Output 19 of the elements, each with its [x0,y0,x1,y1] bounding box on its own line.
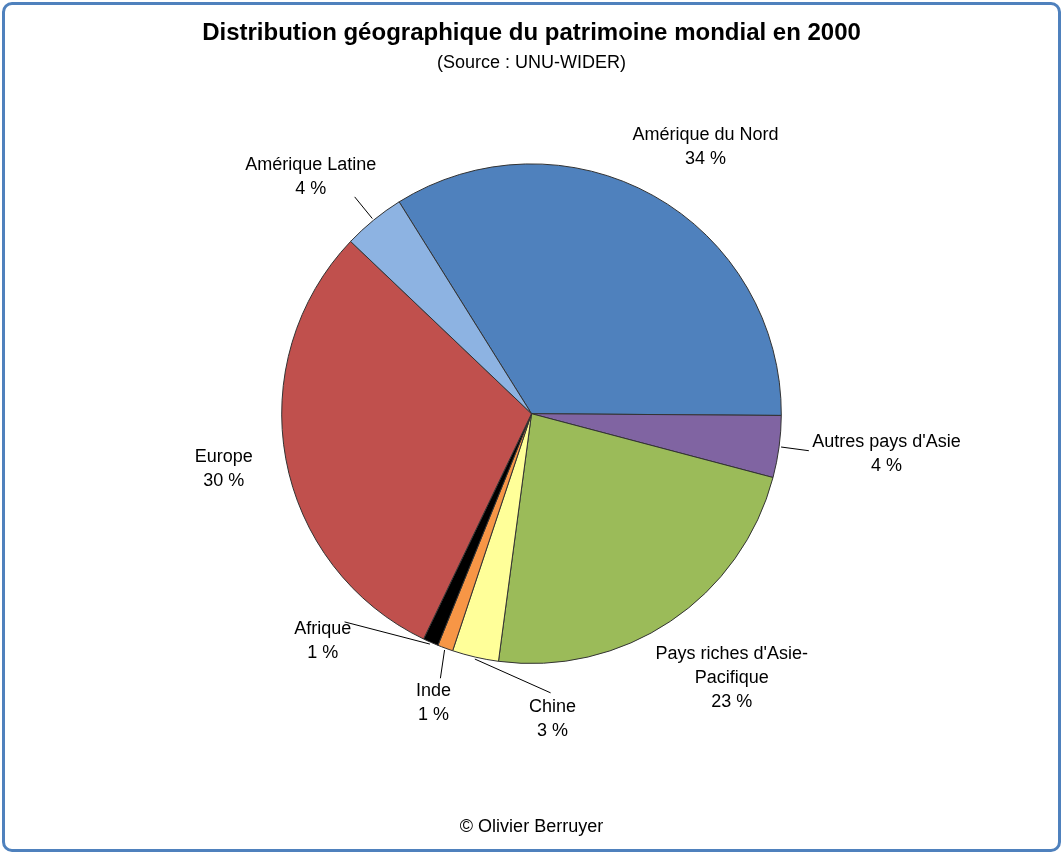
slice-label: Autres pays d'Asie [812,431,961,452]
data-label: 4 % [870,455,902,476]
slice-label: Europe [194,445,253,466]
text: © Olivier Berruyer [459,815,604,836]
data-label: 3 % [536,719,569,740]
slice-label: Chine [528,695,577,716]
chart-title: Distribution géographique du patrimoine mondial en 2000 [202,18,861,46]
data-label: 34 % [685,147,727,168]
data-label: 30 % [203,469,245,490]
data-label: 23 % [711,690,753,711]
data-label: 1 % [307,642,339,663]
slice-label: Amérique Latine [245,153,377,174]
slice-label: Pays riches d'Asie-Pacifique [655,642,809,687]
slice-label: Afrique [294,618,352,639]
slice-label: Amérique du Nord [632,123,779,144]
slice-label: Inde [415,679,451,700]
chart-subtitle: (Source : UNU-WIDER) [436,51,627,72]
data-label: 1 % [417,703,449,724]
data-label: 4 % [295,177,327,198]
